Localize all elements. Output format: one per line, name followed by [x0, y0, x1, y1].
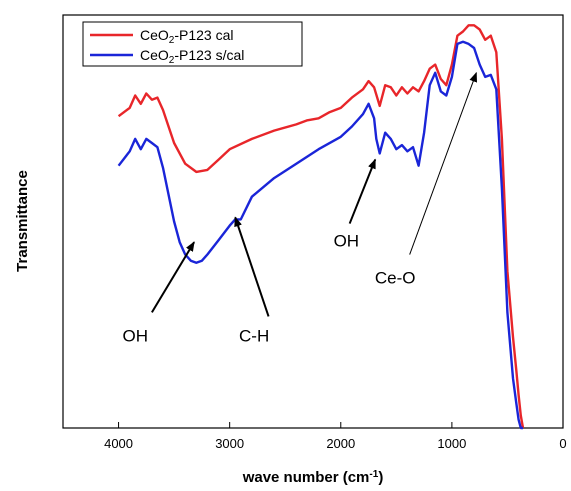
- x-axis-title: wave number (cm-1): [242, 469, 384, 487]
- annotation-label: C-H: [239, 326, 269, 345]
- legend-label-cal: CeO2-P123 cal: [140, 27, 234, 46]
- legend-label-scal: CeO2-P123 s/cal: [140, 47, 244, 66]
- annotation-label: OH: [122, 326, 148, 345]
- annotation-layer: OH C-H OH Ce-O: [122, 71, 477, 345]
- x-tick-label: 4000: [104, 436, 133, 451]
- annotation-label: OH: [334, 231, 360, 250]
- x-tick-label: 0: [559, 436, 566, 451]
- series-line-scal: [117, 40, 523, 430]
- annotation-arrow: [151, 241, 195, 313]
- x-axis-ticks: 4000 3000 2000 1000 0: [104, 422, 567, 451]
- x-tick-label: 1000: [437, 436, 466, 451]
- legend: CeO2-P123 cal CeO2-P123 s/cal: [82, 21, 303, 67]
- y-axis-title: Transmittance: [14, 170, 31, 272]
- plot-frame: [62, 14, 564, 429]
- annotation-label: Ce-O: [375, 268, 416, 287]
- annotation-arrow: [409, 71, 477, 255]
- series-layer: [117, 24, 525, 430]
- x-tick-label: 3000: [215, 436, 244, 451]
- x-tick-label: 2000: [326, 436, 355, 451]
- annotation-arrow: [348, 158, 377, 224]
- x-axis-title-superscript: -1: [369, 469, 378, 480]
- legend-box: [82, 21, 303, 67]
- annotation-arrow: [234, 216, 270, 317]
- series-line-cal: [117, 24, 525, 429]
